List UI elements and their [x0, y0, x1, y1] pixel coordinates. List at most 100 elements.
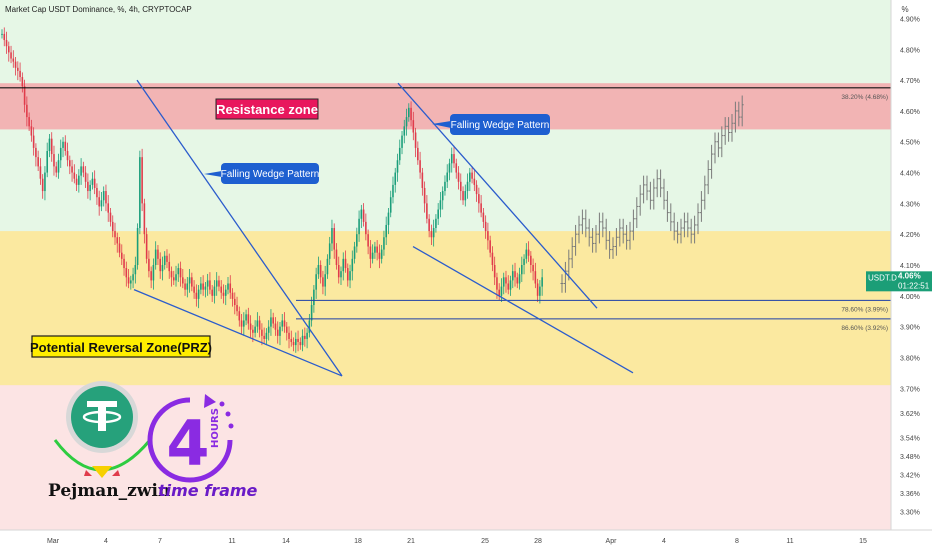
candle — [191, 272, 193, 292]
projection-bar — [648, 181, 652, 210]
candle — [353, 241, 356, 264]
candle — [435, 214, 437, 233]
candle — [466, 173, 469, 199]
candle — [324, 265, 326, 296]
candle — [200, 277, 202, 295]
candle — [462, 186, 464, 205]
candle — [292, 337, 295, 352]
projection-bar — [570, 237, 574, 269]
y-tick-label: 4.60% — [900, 109, 920, 116]
projection-bar — [706, 160, 710, 195]
candle — [534, 262, 537, 289]
candle — [322, 270, 324, 295]
candle — [290, 330, 293, 347]
candle — [358, 210, 360, 242]
candle — [204, 281, 207, 298]
projection-bars — [560, 95, 744, 293]
background-zones — [0, 0, 891, 530]
candle — [21, 72, 24, 93]
candle — [89, 180, 91, 201]
candle — [254, 320, 256, 338]
candle — [408, 103, 410, 122]
projection-bar — [563, 261, 567, 293]
candle — [539, 280, 541, 304]
candle — [317, 256, 320, 279]
candle — [387, 207, 390, 235]
candle — [419, 151, 421, 179]
candle — [80, 158, 82, 185]
x-tick-label: 7 — [158, 538, 162, 545]
candle — [346, 263, 349, 287]
candle — [258, 315, 261, 338]
candle — [385, 216, 387, 245]
x-tick-label: Mar — [47, 538, 60, 545]
candle — [134, 256, 137, 284]
resistance-zone-label: Resistance zone — [215, 98, 319, 120]
x-tick-label: 4 — [662, 538, 666, 545]
projection-bar — [584, 209, 588, 238]
x-tick-label: 15 — [859, 538, 867, 545]
candle — [211, 285, 213, 302]
candle — [240, 313, 243, 335]
projection-bar — [716, 132, 720, 158]
projection-bar — [686, 212, 690, 238]
candle — [263, 327, 265, 344]
y-tick-label: 4.80% — [900, 47, 920, 54]
candle — [410, 101, 412, 127]
candle — [3, 27, 6, 47]
candle — [12, 50, 15, 68]
candle — [417, 141, 419, 165]
projection-bar — [682, 212, 686, 238]
projection-bar — [723, 117, 727, 145]
candle — [274, 317, 277, 336]
candle — [30, 119, 33, 142]
background-lower — [0, 372, 891, 530]
price-axis-ticks: 4.90% 4.80% 4.70% 4.60% 4.50% 4.40% 4.30% 4.20%… — [900, 16, 920, 516]
candle — [220, 280, 223, 299]
candle — [471, 166, 473, 184]
candle — [441, 186, 444, 210]
candle — [26, 96, 28, 127]
candle — [295, 332, 297, 353]
candle — [23, 79, 26, 113]
projection-bar — [601, 212, 605, 238]
projection-bar — [631, 209, 635, 241]
candle — [159, 252, 161, 279]
candle — [502, 272, 505, 295]
candle — [127, 269, 130, 289]
candle — [525, 243, 528, 264]
candle — [328, 236, 331, 265]
candle — [333, 223, 336, 259]
candle — [421, 167, 424, 196]
four-hours-badge-icon: 4 HOURS — [147, 394, 234, 483]
candle — [297, 330, 299, 352]
candle — [243, 312, 245, 336]
y-tick-label: 3.70% — [900, 386, 920, 393]
time-axis-background — [0, 530, 932, 550]
candle — [17, 61, 19, 81]
y-tick-label: 4.90% — [900, 16, 920, 23]
candle — [69, 155, 71, 175]
falling-wedge-text-2: Falling Wedge Pattern — [451, 120, 550, 131]
candle — [369, 240, 372, 269]
candle — [482, 207, 485, 229]
x-tick-label: 8 — [735, 538, 739, 545]
candle — [186, 277, 189, 298]
candle — [195, 284, 198, 307]
candle — [247, 307, 250, 330]
candle — [281, 313, 284, 332]
projection-bar — [621, 218, 625, 244]
candle — [132, 267, 134, 289]
current-price-tag: USDT.D 4.06% 01:22:51 — [866, 271, 932, 292]
projection-bar — [645, 175, 649, 201]
candle — [432, 219, 435, 247]
projection-bar — [703, 175, 707, 210]
candle — [541, 269, 543, 296]
candle — [532, 258, 534, 281]
falling-wedge-callout-2: Falling Wedge Pattern — [432, 114, 550, 135]
x-tick-label: 11 — [228, 538, 235, 545]
prz-text: Potential Reversal Zone(PRZ) — [30, 340, 212, 355]
candle — [337, 256, 340, 284]
candle — [145, 227, 148, 264]
